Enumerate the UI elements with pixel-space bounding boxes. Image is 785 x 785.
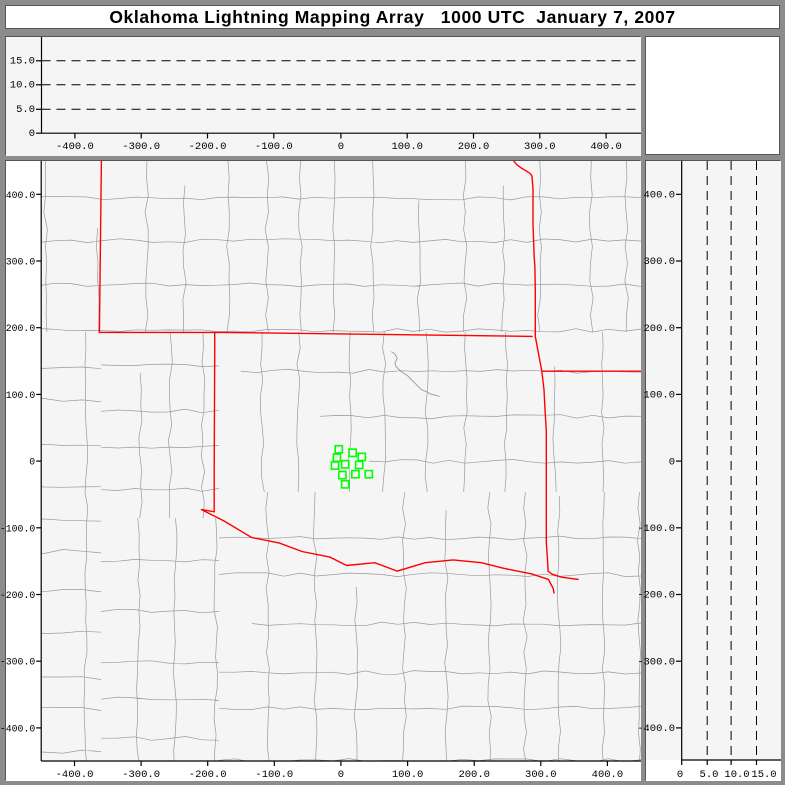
svg-text:-200.0: -200.0 [637, 590, 675, 602]
svg-text:-100.0: -100.0 [255, 769, 293, 781]
svg-text:5.0: 5.0 [700, 769, 719, 781]
svg-text:200.0: 200.0 [458, 141, 490, 153]
svg-text:10.0: 10.0 [724, 769, 749, 781]
svg-text:0: 0 [669, 456, 675, 468]
svg-text:0: 0 [338, 141, 344, 153]
svg-text:200.0: 200.0 [458, 769, 490, 781]
svg-text:15.0: 15.0 [10, 56, 35, 68]
svg-text:15.0: 15.0 [751, 769, 776, 781]
svg-text:0: 0 [338, 769, 344, 781]
svg-text:400.0: 400.0 [592, 769, 624, 781]
svg-text:-200.0: -200.0 [0, 590, 35, 601]
svg-text:100.0: 100.0 [6, 390, 36, 401]
svg-text:-400.0: -400.0 [0, 723, 35, 734]
svg-text:300.0: 300.0 [6, 257, 36, 268]
svg-text:400.0: 400.0 [6, 190, 36, 201]
svg-text:-100.0: -100.0 [637, 523, 675, 535]
svg-text:5.0: 5.0 [16, 104, 35, 116]
svg-text:-400.0: -400.0 [637, 723, 675, 735]
svg-text:-200.0: -200.0 [189, 141, 227, 153]
svg-text:0: 0 [677, 769, 683, 781]
svg-text:400.0: 400.0 [590, 141, 622, 153]
svg-text:400.0: 400.0 [643, 190, 675, 202]
svg-text:300.0: 300.0 [643, 256, 675, 268]
svg-text:0: 0 [29, 457, 35, 468]
svg-text:200.0: 200.0 [6, 323, 36, 334]
svg-text:-300.0: -300.0 [122, 141, 160, 153]
svg-text:0: 0 [29, 128, 35, 140]
svg-text:-200.0: -200.0 [189, 769, 227, 781]
svg-text:300.0: 300.0 [524, 141, 556, 153]
svg-text:100.0: 100.0 [391, 141, 423, 153]
svg-text:100.0: 100.0 [643, 390, 675, 402]
svg-text:100.0: 100.0 [392, 769, 424, 781]
svg-text:-300.0: -300.0 [637, 656, 675, 668]
svg-text:-300.0: -300.0 [0, 657, 35, 668]
svg-text:10.0: 10.0 [10, 80, 35, 92]
svg-text:-100.0: -100.0 [0, 523, 35, 534]
svg-text:-300.0: -300.0 [122, 769, 160, 781]
svg-text:-400.0: -400.0 [56, 769, 94, 781]
svg-text:-100.0: -100.0 [255, 141, 293, 153]
svg-text:-400.0: -400.0 [56, 141, 94, 153]
svg-text:300.0: 300.0 [525, 769, 557, 781]
svg-text:200.0: 200.0 [643, 323, 675, 335]
